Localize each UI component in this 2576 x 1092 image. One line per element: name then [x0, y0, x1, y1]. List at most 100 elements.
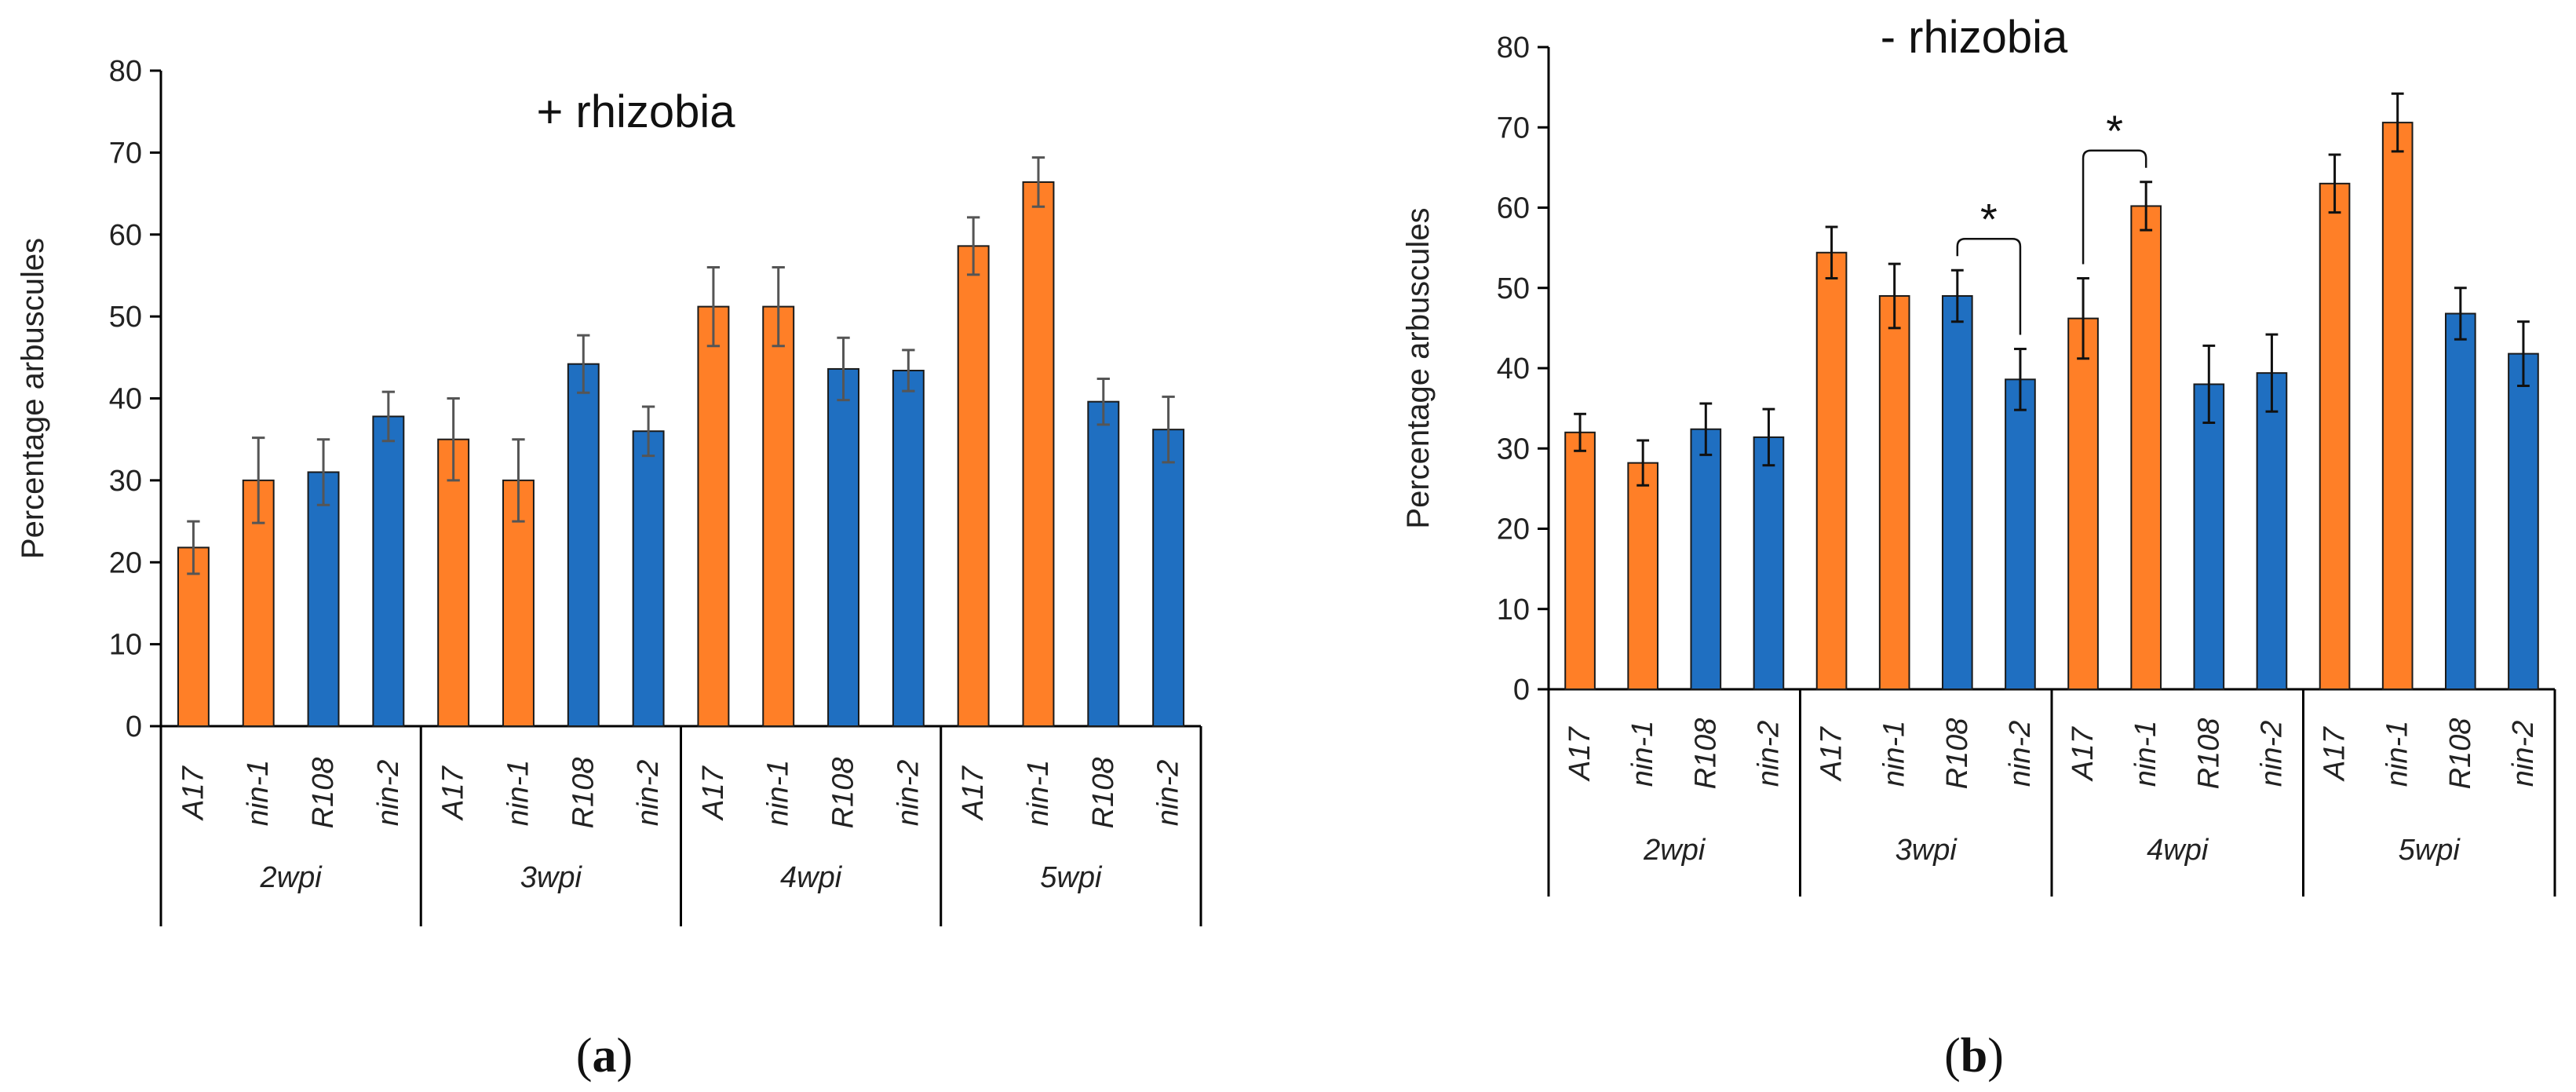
bar	[892, 370, 925, 727]
y-tick-label: 40	[109, 383, 142, 416]
bar	[2319, 182, 2351, 690]
y-tick-label: 70	[109, 137, 142, 170]
x-group-label: 3wpi	[520, 861, 583, 894]
significance-bracket	[1956, 238, 2022, 335]
x-tick-label: R108	[1941, 718, 1974, 790]
x-tick-label: nin-1	[762, 760, 795, 827]
x-tick-label: nin-2	[372, 760, 405, 827]
chart-panel-a: + rhizobia Percentage arbuscules 0 10 20 30 40…	[16, 55, 1202, 926]
x-tick-label: nin-1	[1626, 721, 1659, 787]
y-tick-label: 60	[109, 219, 142, 252]
y-tick-label: 40	[1497, 352, 1530, 385]
x-tick-label: nin-1	[1022, 760, 1055, 827]
x-tick-label: nin-2	[1152, 760, 1185, 827]
bar	[957, 245, 990, 727]
panel-label-a: (a)	[576, 1029, 633, 1083]
y-tick-label: 20	[109, 546, 142, 579]
bar	[1941, 294, 1973, 690]
bar	[1690, 428, 1722, 691]
x-tick-label: nin-2	[2004, 721, 2037, 787]
y-tick-label: 50	[109, 301, 142, 334]
bar	[632, 430, 665, 727]
bar	[2508, 352, 2539, 690]
bar	[1627, 462, 1659, 691]
y-tick-label: 80	[109, 55, 142, 88]
bar	[307, 471, 340, 727]
bar	[827, 367, 859, 727]
x-tick-label: R108	[307, 758, 340, 829]
bar	[2256, 372, 2288, 690]
chart-title: - rhizobia	[1881, 12, 2068, 63]
x-tick-label: R108	[1087, 758, 1120, 829]
y-tick-label: 10	[1497, 593, 1530, 626]
bar	[2381, 122, 2414, 691]
x-tick-label: nin-1	[1878, 721, 1911, 787]
significance-bracket	[2082, 149, 2147, 265]
x-tick-label: R108	[2444, 718, 2477, 790]
x-tick-label: A17	[957, 765, 990, 820]
bar	[1753, 436, 1785, 690]
x-tick-label: nin-2	[1752, 721, 1785, 787]
x-group-label: 5wpi	[2399, 834, 2461, 867]
bar	[2130, 205, 2162, 690]
bar	[1152, 429, 1185, 727]
bar	[2005, 378, 2036, 690]
x-tick-label: nin-2	[892, 760, 925, 827]
x-tick-label: nin-2	[2507, 721, 2540, 787]
x-tick-label: R108	[1689, 718, 1722, 790]
x-tick-label: A17	[177, 765, 210, 820]
bar	[697, 305, 730, 728]
x-group-label: 5wpi	[1040, 861, 1103, 894]
x-tick-label: A17	[697, 765, 730, 820]
y-tick-label: 0	[1513, 674, 1530, 707]
x-tick-label: nin-1	[502, 760, 535, 827]
y-tick-label: 50	[1497, 272, 1530, 305]
bar	[2444, 312, 2476, 690]
bar	[1564, 431, 1596, 690]
bar	[2067, 317, 2099, 690]
y-tick-label: 0	[126, 710, 142, 743]
x-group-label: 2wpi	[260, 861, 323, 894]
chart-panel-b: - rhizobia Percentage arbuscules 0 10 20 30 40…	[1401, 12, 2556, 897]
bar	[1878, 294, 1910, 690]
x-tick-label: R108	[2192, 718, 2225, 790]
x-group-label: 4wpi	[780, 861, 843, 894]
y-tick-label: 30	[1497, 433, 1530, 466]
x-tick-label: R108	[567, 758, 600, 829]
x-group-label: 3wpi	[1896, 834, 1958, 867]
bar	[1022, 181, 1055, 727]
y-tick-label: 30	[109, 465, 142, 498]
y-tick-label: 10	[109, 629, 142, 662]
x-tick-label: A17	[1563, 725, 1596, 781]
x-tick-label: nin-1	[2381, 721, 2414, 787]
x-group-label: 2wpi	[1643, 834, 1706, 867]
bar	[2193, 383, 2225, 690]
bar	[567, 363, 600, 727]
bar	[762, 305, 795, 728]
significance-marker: *	[1980, 194, 1998, 243]
x-tick-label: nin-1	[242, 760, 275, 827]
x-tick-label: A17	[2067, 725, 2100, 781]
x-tick-label: R108	[827, 758, 860, 829]
x-tick-label: A17	[2319, 725, 2352, 781]
x-tick-label: nin-1	[2129, 721, 2162, 787]
bar	[177, 546, 210, 728]
y-tick-label: 70	[1497, 111, 1530, 144]
y-axis-label: Percentage arbuscules	[16, 238, 50, 559]
y-tick-label: 80	[1497, 31, 1530, 64]
x-tick-label: nin-2	[632, 760, 665, 827]
x-tick-label: nin-2	[2255, 721, 2288, 787]
x-tick-label: A17	[437, 765, 470, 820]
bar	[372, 415, 405, 728]
y-tick-label: 20	[1497, 513, 1530, 546]
bar	[437, 438, 470, 727]
y-tick-label: 60	[1497, 192, 1530, 225]
panel-label-b: (b)	[1944, 1029, 2004, 1083]
bar	[1815, 251, 1848, 690]
x-tick-label: A17	[1815, 725, 1848, 781]
x-group-label: 4wpi	[2147, 834, 2209, 867]
y-axis-label: Percentage arbuscules	[1401, 207, 1436, 528]
chart-title: + rhizobia	[536, 86, 735, 137]
significance-marker: *	[2106, 106, 2123, 155]
